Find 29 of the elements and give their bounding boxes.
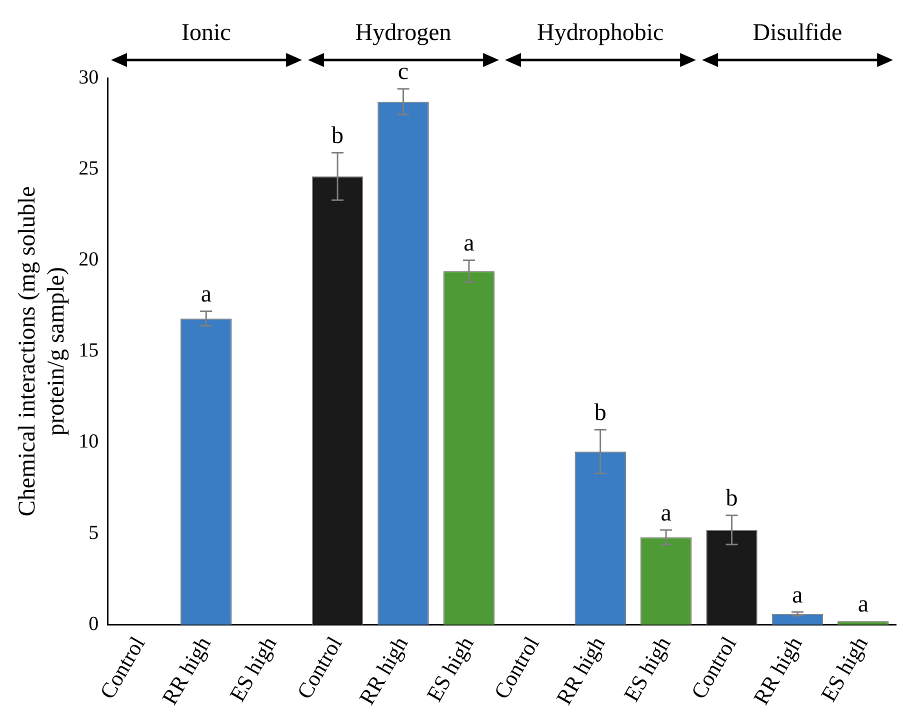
data-label: a bbox=[858, 591, 869, 618]
data-label: b bbox=[332, 123, 344, 150]
x-tick-label: ES high bbox=[618, 632, 676, 706]
y-axis-title: Chemical interactions (mg soluble protein/g sample) bbox=[14, 186, 70, 516]
x-tick-label: ES high bbox=[816, 632, 872, 706]
data-label: b bbox=[594, 400, 606, 426]
x-tick-label: RR high bbox=[354, 632, 413, 709]
y-tick-label: 30 bbox=[78, 66, 99, 88]
y-tick-label: 10 bbox=[78, 430, 99, 453]
x-tick-label: ES high bbox=[224, 632, 282, 706]
y-tick-label: 25 bbox=[78, 157, 99, 180]
x-tick-label: RR high bbox=[748, 632, 807, 709]
text: Disulfide bbox=[752, 20, 842, 46]
y-tick-label: 15 bbox=[78, 340, 99, 362]
y-tick-label: 20 bbox=[78, 248, 99, 270]
y-tick-label: 0 bbox=[88, 613, 99, 635]
x-tick-label: ES high bbox=[421, 632, 478, 706]
data-label: c bbox=[398, 59, 409, 86]
data-label: a bbox=[200, 282, 212, 308]
data-label: a bbox=[464, 230, 475, 257]
data-label: a bbox=[660, 500, 672, 526]
x-tick-label: RR high bbox=[551, 632, 610, 709]
data-label: b bbox=[726, 486, 738, 512]
y-tick-label: 5 bbox=[88, 522, 99, 544]
text: Hydrogen bbox=[355, 20, 452, 46]
x-tick-label: RR high bbox=[156, 632, 216, 709]
text: Hydrophobic bbox=[537, 20, 664, 46]
data-label: a bbox=[792, 582, 804, 608]
text: Ionic bbox=[181, 20, 231, 46]
